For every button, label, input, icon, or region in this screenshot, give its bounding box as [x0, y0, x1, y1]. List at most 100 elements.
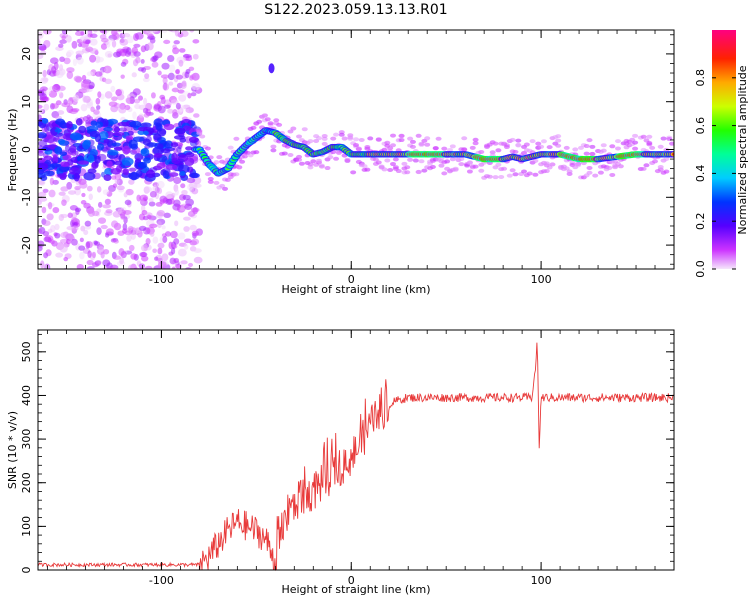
heatmap-cell — [204, 172, 211, 177]
heatmap-cell — [112, 183, 118, 188]
heatmap-cell — [415, 133, 422, 138]
heatmap-cell — [276, 122, 283, 127]
heatmap-cell — [114, 177, 120, 185]
heatmap-cell — [353, 137, 359, 142]
heatmap-cell — [216, 155, 223, 160]
heatmap-cell — [104, 78, 113, 85]
heatmap-cell — [398, 134, 405, 139]
heatmap-cell — [186, 177, 196, 184]
heatmap-cell — [38, 31, 44, 39]
heatmap-cell — [42, 188, 49, 193]
heatmap-cell — [55, 70, 64, 78]
heatmap-cell — [167, 72, 175, 81]
heatmap-cell — [113, 126, 121, 133]
heatmap-cell — [577, 145, 584, 150]
heatmap-cell — [131, 72, 137, 78]
heatmap-cell — [409, 139, 416, 144]
heatmap-cell — [64, 23, 71, 29]
heatmap-cell — [170, 230, 178, 239]
y-tick-label: 10 — [20, 95, 33, 109]
heatmap-cell — [190, 270, 196, 277]
heatmap-cell — [640, 134, 647, 139]
heatmap-cell — [407, 136, 414, 141]
heatmap-cell — [315, 136, 322, 141]
heatmap-cell — [160, 148, 171, 153]
heatmap-cell — [123, 192, 128, 198]
heatmap-cell — [179, 137, 187, 143]
heatmap-cell — [270, 148, 277, 153]
heatmap-cell — [53, 232, 58, 237]
heatmap-cell — [76, 264, 84, 269]
heatmap-cell — [358, 137, 365, 142]
figure-title: S122.2023.059.13.13.R01 — [264, 2, 447, 18]
heatmap-cell — [154, 256, 159, 261]
heatmap-cell — [192, 53, 199, 60]
heatmap-cell — [96, 186, 102, 193]
heatmap-cell — [134, 32, 144, 40]
heatmap-cell — [184, 203, 193, 210]
heatmap-cell — [153, 184, 158, 193]
heatmap-cell — [296, 134, 303, 139]
heatmap-cell — [509, 168, 516, 173]
heatmap-cell — [76, 155, 85, 163]
heatmap-cell — [130, 143, 138, 150]
heatmap-cell — [100, 224, 108, 230]
heatmap-cell — [94, 133, 101, 143]
heatmap-cell — [161, 30, 168, 34]
heatmap-cell — [177, 232, 186, 240]
heatmap-cell — [95, 260, 102, 265]
heatmap-cell — [222, 186, 229, 191]
heatmap-cell — [43, 252, 49, 259]
heatmap-cell — [43, 170, 55, 177]
heatmap-cell — [128, 167, 137, 172]
spectrogram-y-axis-label: Frequency (Hz) — [6, 109, 19, 192]
heatmap-cell — [71, 107, 80, 113]
heatmap-cell — [83, 202, 91, 209]
heatmap-cell — [660, 136, 667, 141]
heatmap-cell — [188, 136, 199, 143]
heatmap-cell — [85, 241, 91, 249]
heatmap-cell — [144, 265, 153, 269]
heatmap-cell — [171, 192, 176, 198]
heatmap-cell — [47, 237, 52, 244]
y-tick-label: -20 — [20, 236, 33, 254]
heatmap-cell — [418, 141, 425, 146]
heatmap-cell — [219, 183, 226, 188]
heatmap-cell — [183, 243, 189, 250]
heatmap-cell — [178, 59, 184, 67]
heatmap-cell — [503, 145, 510, 150]
heatmap-cell — [105, 209, 113, 214]
heatmap-cell — [189, 224, 197, 231]
heatmap-cell — [97, 143, 105, 151]
heatmap-cell — [108, 266, 116, 269]
heatmap-cell — [154, 23, 159, 27]
heatmap-cell — [313, 138, 320, 143]
heatmap-cell — [41, 206, 47, 214]
heatmap-cell — [126, 234, 132, 242]
heatmap-cell — [42, 220, 51, 227]
heatmap-cell — [395, 169, 402, 174]
heatmap-cell — [147, 214, 152, 220]
heatmap-cell — [207, 179, 214, 184]
heatmap-cell — [115, 89, 123, 96]
heatmap-cell — [180, 23, 188, 30]
heatmap-cell — [649, 145, 656, 150]
heatmap-cell — [546, 145, 553, 150]
heatmap-cell — [124, 50, 131, 57]
heatmap-cell — [178, 164, 190, 174]
heatmap-cell — [188, 66, 195, 71]
heatmap-cell — [66, 49, 74, 56]
heatmap-cell — [110, 168, 122, 175]
heatmap-cell — [78, 245, 86, 251]
heatmap-cell — [38, 226, 46, 235]
heatmap-cell — [452, 166, 459, 171]
heatmap-cell — [409, 144, 416, 149]
heatmap-cell — [270, 144, 277, 149]
heatmap-cell — [100, 37, 109, 43]
heatmap-cell — [162, 235, 168, 243]
heatmap-cell — [181, 189, 188, 195]
heatmap-cell — [213, 180, 220, 185]
heatmap-cell — [600, 148, 607, 153]
